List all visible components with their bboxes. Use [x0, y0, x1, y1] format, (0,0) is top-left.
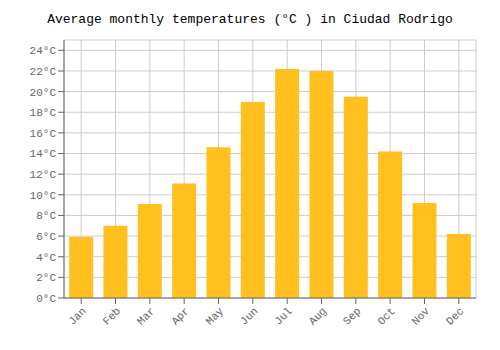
svg-text:Dec: Dec — [444, 305, 466, 327]
svg-text:Nov: Nov — [410, 305, 433, 328]
svg-text:22°C: 22°C — [30, 66, 57, 78]
svg-text:Mar: Mar — [135, 305, 157, 327]
svg-text:16°C: 16°C — [30, 128, 57, 140]
svg-text:Sep: Sep — [341, 305, 363, 327]
html-text:Average monthly temperatures (: Average monthly temperatures (°C ) in Ci… — [47, 12, 453, 27]
svg-text:Aug: Aug — [307, 305, 329, 327]
svg-text:Jan: Jan — [66, 305, 88, 327]
svg-text:18°C: 18°C — [30, 107, 57, 119]
svg-text:20°C: 20°C — [30, 87, 57, 99]
svg-text:Feb: Feb — [101, 305, 123, 327]
svg-text:Jun: Jun — [238, 305, 260, 327]
svg-text:6°C: 6°C — [36, 231, 56, 243]
svg-text:Apr: Apr — [169, 305, 191, 327]
svg-text:May: May — [204, 305, 227, 328]
svg-text:4°C: 4°C — [36, 252, 56, 264]
svg-text:Jul: Jul — [272, 305, 294, 327]
svg-text:10°C: 10°C — [30, 190, 57, 202]
svg-text:0°C: 0°C — [36, 293, 56, 305]
svg-text:24°C: 24°C — [30, 45, 57, 57]
svg-text:12°C: 12°C — [30, 169, 57, 181]
svg-text:8°C: 8°C — [36, 210, 56, 222]
svg-text:14°C: 14°C — [30, 148, 57, 160]
svg-text:Oct: Oct — [375, 305, 397, 327]
svg-text:2°C: 2°C — [36, 272, 56, 284]
